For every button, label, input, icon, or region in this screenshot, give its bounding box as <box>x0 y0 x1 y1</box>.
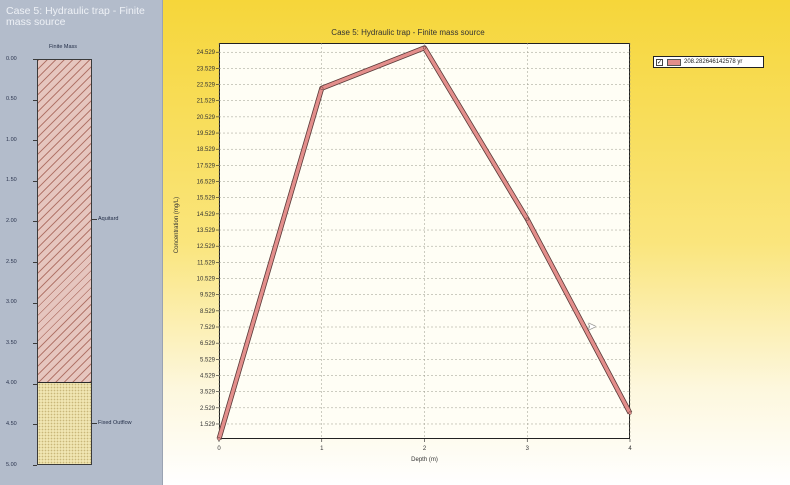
depth-tick-label: 1.50 <box>6 177 17 184</box>
y-tick-label: 14.529 <box>197 212 216 218</box>
y-tick-label: 2.529 <box>200 406 216 412</box>
data-point <box>320 86 324 90</box>
chart-panel: Case 5: Hydraulic trap - Finite mass sou… <box>163 0 790 485</box>
aquitard-label: Aquitard <box>98 216 119 222</box>
y-tick-label: 18.529 <box>197 147 216 153</box>
depth-tick-label: 0.50 <box>6 96 17 103</box>
y-tick-label: 1.529 <box>200 422 216 428</box>
legend-swatch <box>667 59 681 66</box>
depth-tick-label: 2.00 <box>6 217 17 224</box>
column-header: Finite Mass <box>48 44 78 50</box>
depth-tick-label: 2.50 <box>6 258 17 265</box>
depth-tick-label: 3.50 <box>6 339 17 346</box>
y-tick-label: 15.529 <box>197 196 216 202</box>
depth-tick-label: 3.00 <box>6 299 17 306</box>
y-tick-label: 4.529 <box>200 373 216 379</box>
soil-column <box>37 59 92 465</box>
y-tick-label: 7.529 <box>200 325 216 331</box>
depth-tick-mark <box>33 383 37 385</box>
depth-tick-mark <box>33 221 37 223</box>
x-tick-label: 2 <box>423 446 427 452</box>
legend-label: 208.282646142578 yr <box>684 59 743 65</box>
fixed-outflow-layer[interactable] <box>38 383 91 464</box>
y-tick-label: 6.529 <box>200 341 216 347</box>
depth-tick-mark <box>33 262 37 263</box>
y-tick-label: 17.529 <box>197 163 216 169</box>
aquitard-label-tick <box>92 219 97 220</box>
depth-tick-mark <box>33 302 37 304</box>
aquitard-layer[interactable] <box>38 60 91 384</box>
x-tick-label: 4 <box>628 446 632 452</box>
y-tick-label: 5.529 <box>200 357 216 363</box>
depth-tick-mark <box>33 343 37 345</box>
chart-title: Case 5: Hydraulic trap - Finite mass sou… <box>331 28 485 37</box>
x-tick-label: 3 <box>526 446 530 452</box>
depth-tick-mark <box>33 99 37 101</box>
mouse-pointer-icon: ➤ <box>587 321 597 333</box>
depth-tick-mark <box>33 180 37 182</box>
depth-tick-mark <box>33 59 37 60</box>
data-point <box>525 217 529 221</box>
column-title: Case 5: Hydraulic trap - Finite mass sou… <box>6 5 145 28</box>
y-tick-label: 23.529 <box>197 66 216 72</box>
y-tick-label: 22.529 <box>197 83 216 89</box>
y-tick-label: 3.529 <box>200 390 216 396</box>
depth-tick-label: 5.00 <box>6 461 17 468</box>
data-point <box>628 411 632 415</box>
y-tick-label: 8.529 <box>200 309 216 315</box>
y-axis-label: Concentration (mg/L) <box>174 196 180 254</box>
fixed-outflow-label: Fixed Outflow <box>98 420 132 426</box>
legend-checkbox[interactable]: ✓ <box>656 59 663 66</box>
x-tick-label: 0 <box>217 446 221 452</box>
y-tick-label: 9.529 <box>200 293 216 299</box>
depth-tick-label: 0.00 <box>6 55 17 62</box>
y-tick-label: 16.529 <box>197 180 216 186</box>
depth-tick-mark <box>33 424 37 426</box>
data-point <box>217 437 221 441</box>
depth-tick-label: 4.50 <box>6 420 17 427</box>
y-tick-label: 12.529 <box>197 244 216 250</box>
x-tick-label: 1 <box>320 446 324 452</box>
depth-tick-mark <box>33 465 37 466</box>
soil-column-panel: Case 5: Hydraulic trap - Finite mass sou… <box>0 0 163 485</box>
depth-tick-label: 4.00 <box>6 380 17 387</box>
depth-tick-label: 1.00 <box>6 136 17 143</box>
y-tick-label: 10.529 <box>197 277 216 283</box>
depth-tick-mark <box>33 140 37 142</box>
y-tick-label: 19.529 <box>197 131 216 137</box>
y-tick-label: 13.529 <box>197 228 216 234</box>
legend: ✓ 208.282646142578 yr <box>653 56 764 68</box>
y-tick-label: 21.529 <box>197 99 216 105</box>
fixed-outflow-label-tick <box>92 423 97 424</box>
concentration-chart: 1.529 2.529 3.529 4.529 5.529 6.529 7.529 8.529… <box>197 43 632 452</box>
y-tick-label: 11.529 <box>197 260 216 266</box>
y-tick-label: 24.529 <box>197 50 216 56</box>
data-point <box>422 46 427 50</box>
y-tick-label: 20.529 <box>197 115 216 121</box>
x-axis-label: Depth (m) <box>411 457 438 463</box>
